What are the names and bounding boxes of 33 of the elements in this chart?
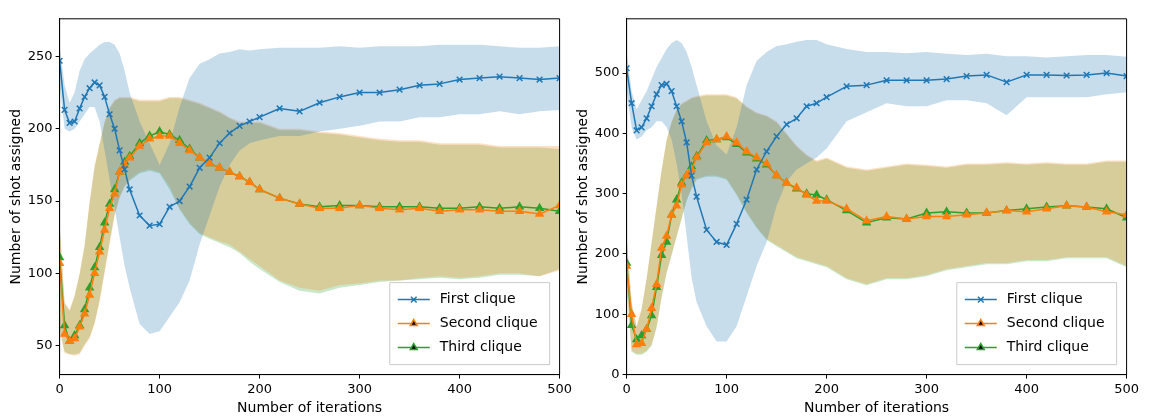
x-tick-label: 100 — [714, 380, 740, 396]
y-axis-title: Number of shot assigned — [7, 108, 24, 285]
legend-label: Third clique — [1005, 338, 1089, 355]
legend-label: First clique — [439, 290, 516, 307]
y-axis-title: Number of shot assigned — [574, 108, 591, 285]
x-tick-label: 0 — [55, 380, 64, 396]
y-tick-label: 500 — [594, 64, 620, 80]
y-tick-label: 100 — [594, 305, 620, 321]
legend-label: First clique — [1006, 290, 1083, 307]
y-tick-label: 0 — [611, 365, 620, 381]
y-tick-label: 200 — [594, 245, 620, 261]
x-tick-label: 500 — [1114, 380, 1140, 396]
x-tick-label: 400 — [1014, 380, 1040, 396]
x-tick-label: 200 — [247, 380, 273, 396]
y-tick-label: 100 — [27, 264, 53, 280]
x-axis-title: Number of iterations — [237, 399, 383, 416]
y-tick-label: 50 — [36, 337, 53, 353]
x-tick-label: 400 — [447, 380, 473, 396]
x-tick-label: 0 — [622, 380, 631, 396]
x-tick-label: 200 — [814, 380, 840, 396]
x-tick-label: 300 — [347, 380, 373, 396]
y-tick-label: 200 — [27, 120, 53, 136]
x-tick-label: 300 — [914, 380, 940, 396]
y-tick-label: 250 — [27, 47, 53, 63]
x-axis-title: Number of iterations — [804, 399, 950, 416]
x-tick-label: 100 — [147, 380, 173, 396]
y-tick-label: 300 — [594, 185, 620, 201]
legend-label: Third clique — [438, 338, 522, 355]
legend-label: Second clique — [1006, 314, 1105, 331]
y-tick-label: 150 — [27, 192, 53, 208]
legend-label: Second clique — [439, 314, 538, 331]
y-tick-label: 400 — [594, 124, 620, 140]
x-tick-label: 500 — [547, 380, 573, 396]
